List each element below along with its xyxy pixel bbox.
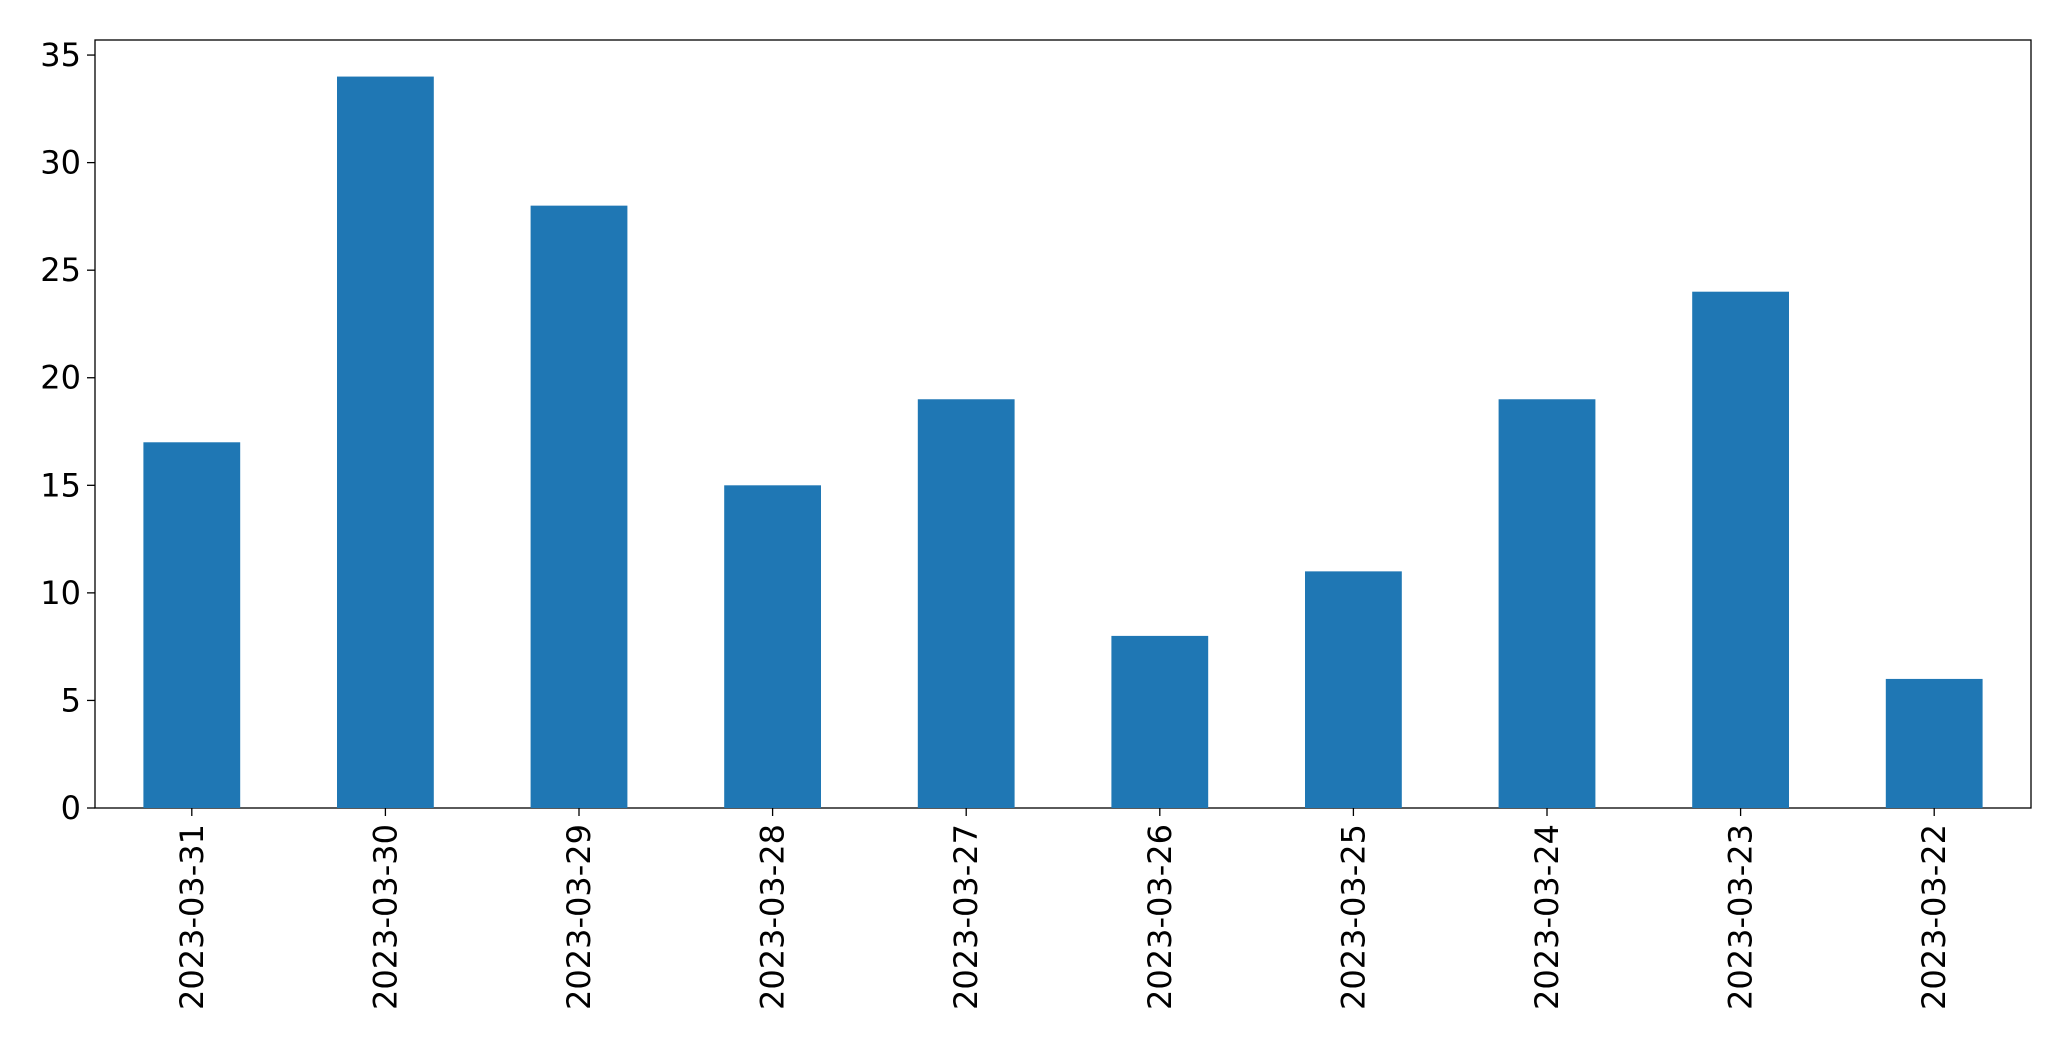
y-tick-label: 25: [40, 251, 81, 289]
y-tick-label: 10: [40, 574, 81, 612]
y-tick-label: 15: [40, 466, 81, 504]
bar: [530, 205, 628, 808]
x-tick-label: 2023-03-26: [1141, 824, 1179, 1010]
y-tick-label: 20: [40, 359, 81, 397]
bar: [1498, 399, 1596, 808]
y-tick-label: 30: [40, 144, 81, 182]
x-tick-label: 2023-03-24: [1528, 824, 1566, 1010]
x-tick-label: 2023-03-25: [1334, 824, 1372, 1010]
bar: [1885, 678, 1983, 808]
bar: [337, 76, 434, 809]
x-tick-label: 2023-03-30: [366, 824, 404, 1010]
bar: [1111, 635, 1209, 808]
bar: [1305, 571, 1402, 808]
bar: [917, 399, 1015, 808]
bar: [1692, 291, 1789, 808]
plot-frame: [94, 39, 2032, 809]
x-tick-label: 2023-03-23: [1722, 824, 1760, 1010]
x-tick-label: 2023-03-22: [1915, 824, 1953, 1010]
x-tick-label: 2023-03-28: [754, 824, 792, 1010]
x-tick-label: 2023-03-29: [560, 824, 598, 1010]
y-tick-label: 35: [40, 36, 81, 74]
x-tick-label: 2023-03-27: [947, 824, 985, 1010]
bar: [724, 485, 821, 808]
x-tick-label: 2023-03-31: [173, 824, 211, 1010]
y-tick-label: 5: [61, 681, 81, 719]
bar: [143, 442, 241, 808]
y-tick-label: 0: [61, 789, 81, 827]
